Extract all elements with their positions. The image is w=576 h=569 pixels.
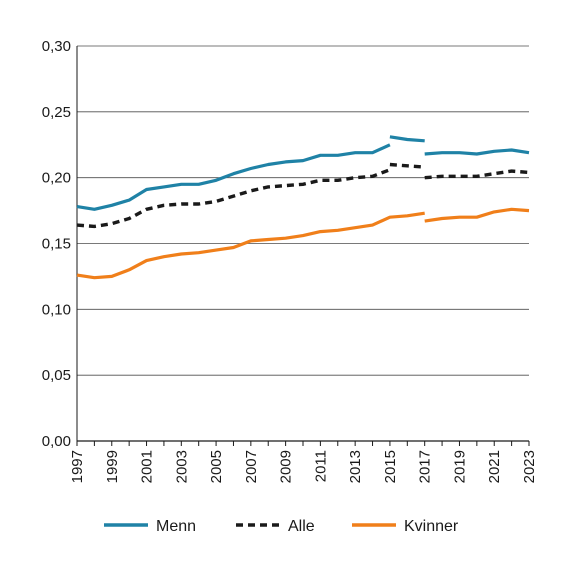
x-tick-label: 2013 [347, 450, 364, 483]
x-tick-labels: 1997 1999 2001 2003 2005 2007 2009 2011 2013 2015… [69, 450, 538, 483]
series-lines [76, 135, 530, 280]
legend: Menn Alle Kvinner [104, 518, 459, 535]
legend-item-menn: Menn [104, 518, 196, 535]
x-tick-label: 2015 [382, 450, 399, 483]
x-tick-label: 1997 [69, 450, 86, 483]
series-kvinner [76, 207, 530, 280]
x-tick-label: 2011 [312, 450, 329, 482]
gridlines [77, 45, 529, 442]
series-line-segment [76, 168, 391, 229]
x-tick-label: 2001 [139, 450, 156, 483]
y-tick-labels: 0,00 0,05 0,10 0,15 0,20 0,25 0,30 [42, 38, 71, 450]
x-tick-label: 2017 [417, 450, 434, 483]
series-line-segment [389, 135, 425, 143]
y-tick-label: 0,10 [42, 301, 71, 318]
series-line-segment [76, 211, 425, 280]
legend-item-kvinner: Kvinner [352, 518, 459, 535]
legend-item-alle: Alle [236, 518, 315, 535]
x-tick-label: 2009 [278, 450, 295, 483]
legend-label: Kvinner [404, 518, 459, 535]
x-tick-label: 2007 [243, 450, 260, 483]
axes [76, 46, 530, 446]
series-line-segment [424, 169, 530, 180]
y-tick-label: 0,00 [42, 433, 71, 450]
x-tick-label: 2023 [521, 450, 538, 483]
y-tick-label: 0,20 [42, 170, 71, 187]
y-tick-label: 0,15 [42, 236, 71, 253]
x-tick-label: 2005 [208, 450, 225, 483]
x-tick-label: 1999 [104, 450, 121, 483]
series-line-segment [424, 207, 530, 223]
legend-label: Menn [156, 518, 196, 535]
legend-label: Alle [288, 518, 315, 535]
y-tick-label: 0,30 [42, 38, 71, 55]
y-tick-label: 0,25 [42, 104, 71, 121]
series-line-segment [389, 162, 425, 169]
x-tick-label: 2003 [173, 450, 190, 483]
series-alle [76, 162, 530, 229]
series-menn [76, 135, 530, 211]
series-line-segment [76, 143, 391, 211]
x-tick-label: 2019 [451, 450, 468, 483]
series-line-segment [424, 148, 530, 156]
y-tick-label: 0,05 [42, 367, 71, 384]
x-tick-label: 2021 [486, 450, 503, 483]
